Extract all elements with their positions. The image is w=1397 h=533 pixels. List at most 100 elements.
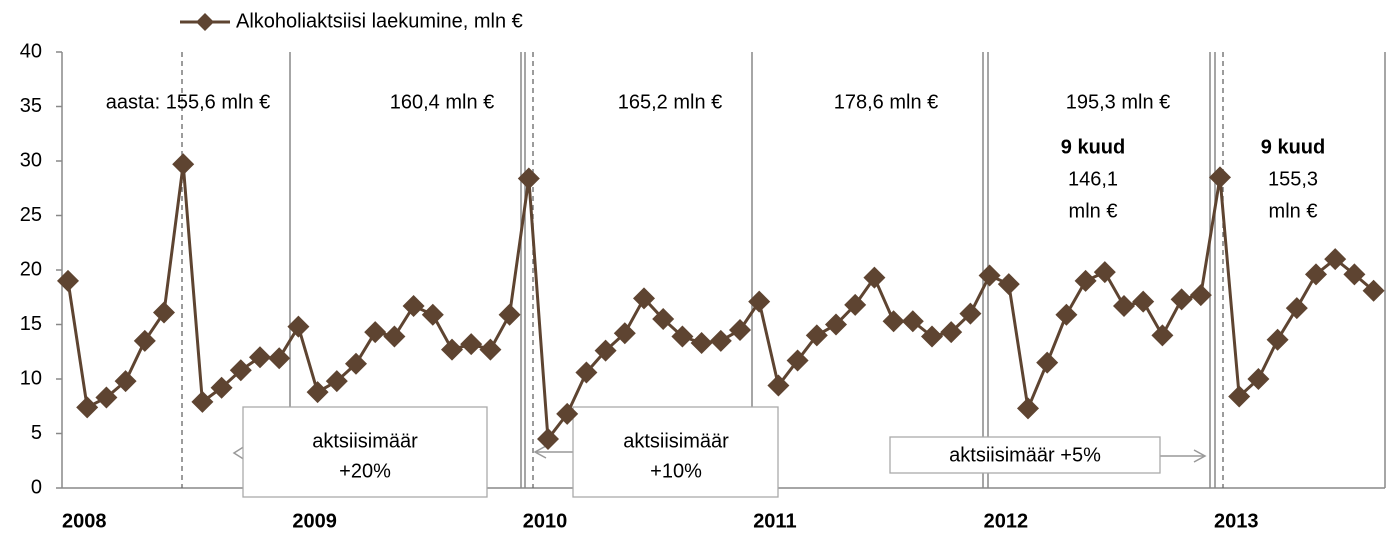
legend-label: Alkoholiaktsiisi laekumine, mln €	[236, 10, 523, 32]
box-text: +20%	[339, 460, 391, 482]
data-marker	[421, 303, 444, 326]
data-marker	[1266, 328, 1289, 351]
data-marker	[1132, 290, 1155, 313]
box-text: aktsiisimäär	[623, 430, 729, 452]
data-marker	[1093, 261, 1116, 284]
y-tick-label: 20	[20, 258, 42, 280]
box-text: aktsiisimäär	[312, 430, 418, 452]
data-marker	[1017, 397, 1039, 420]
data-marker	[978, 264, 1001, 287]
data-marker	[153, 301, 175, 324]
annotation: 155,3	[1268, 168, 1318, 190]
annotation: mln €	[1069, 200, 1118, 222]
annotation: 146,1	[1068, 168, 1118, 190]
data-marker	[863, 266, 886, 289]
y-tick-label: 25	[20, 204, 42, 226]
data-marker	[556, 402, 579, 425]
data-marker	[1209, 166, 1231, 189]
data-marker	[460, 333, 483, 356]
annotation: 195,3 mln €	[1066, 91, 1171, 113]
data-marker	[633, 287, 655, 310]
data-marker	[1170, 288, 1193, 311]
x-tick-label: 2013	[1214, 510, 1259, 532]
data-marker	[287, 315, 310, 338]
data-marker	[997, 273, 1020, 296]
data-marker	[594, 339, 617, 362]
data-marker	[1362, 279, 1385, 302]
x-tick-label: 2011	[753, 510, 796, 532]
data-marker	[805, 324, 828, 347]
data-marker	[690, 332, 713, 355]
annotation: 9 kuud	[1061, 136, 1125, 158]
data-marker	[959, 302, 982, 325]
data-marker	[921, 325, 943, 348]
data-marker	[882, 310, 905, 333]
data-marker	[1324, 248, 1347, 271]
data-marker	[671, 325, 694, 348]
data-marker	[1055, 303, 1078, 326]
data-marker	[613, 322, 636, 345]
data-marker	[1074, 269, 1097, 292]
data-marker	[1305, 263, 1327, 286]
data-marker	[498, 303, 521, 326]
data-marker	[229, 359, 252, 382]
y-tick-label: 40	[20, 40, 42, 62]
data-marker	[1189, 284, 1212, 307]
y-tick-label: 35	[20, 95, 42, 117]
box-text: aktsiisimäär +5%	[949, 444, 1101, 466]
data-marker	[479, 338, 502, 361]
data-marker	[1113, 294, 1135, 317]
y-tick-label: 0	[31, 476, 42, 498]
data-marker	[95, 386, 118, 409]
data-marker	[191, 390, 214, 413]
data-marker	[57, 269, 79, 292]
data-marker	[345, 352, 367, 375]
data-marker	[786, 349, 809, 372]
data-marker	[940, 321, 963, 344]
data-marker	[114, 370, 137, 393]
data-marker	[517, 167, 540, 190]
data-marker	[1285, 297, 1308, 320]
arrows	[232, 445, 1207, 463]
data-marker	[709, 329, 732, 352]
data-marker	[1151, 324, 1174, 347]
x-tick-label: 2010	[523, 510, 568, 532]
annotation: aasta: 155,6 mln €	[106, 91, 271, 113]
x-tick-label: 2008	[62, 510, 107, 532]
legend: Alkoholiaktsiisi laekumine, mln €	[180, 10, 523, 32]
data-marker	[383, 325, 406, 348]
data-marker	[825, 313, 847, 336]
data-marker	[210, 376, 233, 399]
y-tick-label: 30	[20, 149, 42, 171]
data-marker	[1247, 368, 1270, 390]
data-marker	[729, 318, 751, 341]
legend-marker	[196, 13, 214, 31]
data-marker	[133, 329, 156, 352]
annotation: mln €	[1269, 200, 1318, 222]
data-marker	[901, 310, 924, 333]
y-tick-label: 5	[31, 422, 42, 444]
annotation-boxes	[242, 406, 1161, 498]
data-marker	[76, 396, 99, 419]
annotation: 178,6 mln €	[834, 91, 939, 113]
data-marker	[748, 290, 771, 313]
data-marker	[268, 347, 291, 370]
x-tick-label: 2009	[292, 510, 337, 532]
y-tick-label: 15	[20, 313, 42, 335]
tax-change-lines	[181, 52, 1224, 488]
annotation: 165,2 mln €	[618, 91, 723, 113]
data-marker	[364, 321, 387, 344]
data-marker	[172, 153, 195, 176]
annotation: 9 kuud	[1261, 136, 1325, 158]
data-marker	[325, 370, 348, 393]
y-tick-label: 10	[20, 367, 42, 389]
data-marker	[652, 308, 675, 331]
data-marker	[537, 427, 559, 450]
data-marker	[575, 361, 598, 384]
data-marker	[767, 374, 790, 397]
annotation: 160,4 mln €	[390, 91, 495, 113]
data-marker	[441, 338, 463, 361]
data-marker	[844, 293, 867, 316]
data-marker	[402, 294, 425, 317]
